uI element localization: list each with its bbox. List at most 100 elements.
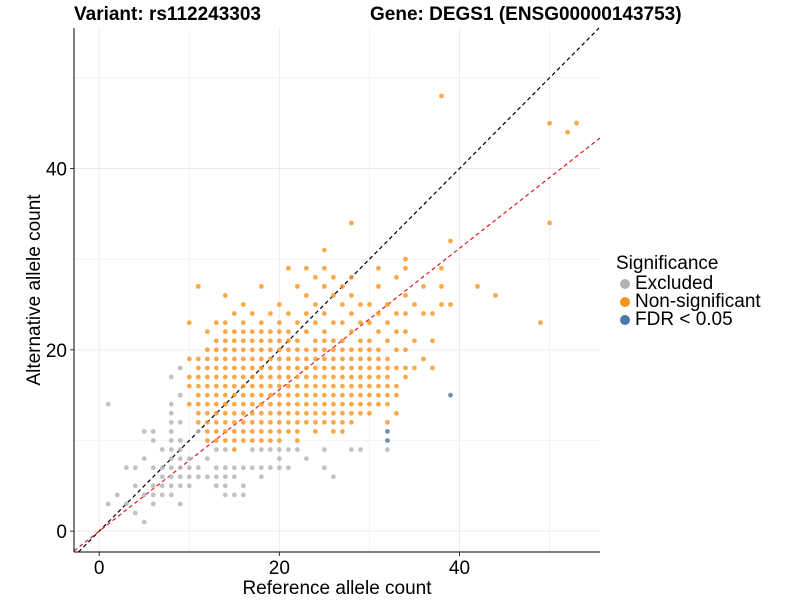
point-non-significant	[340, 356, 345, 362]
point-non-significant	[294, 410, 300, 416]
point-non-significant	[231, 383, 237, 389]
point-non-significant	[294, 347, 300, 353]
point-excluded	[132, 483, 138, 489]
point-non-significant	[303, 374, 309, 380]
point-non-significant	[276, 410, 282, 416]
point-excluded	[159, 474, 165, 480]
point-non-significant	[222, 419, 228, 425]
point-excluded	[177, 392, 183, 398]
point-excluded	[294, 447, 300, 452]
point-excluded	[258, 465, 264, 471]
point-excluded	[150, 429, 156, 434]
point-non-significant	[394, 365, 399, 371]
point-non-significant	[276, 419, 282, 425]
point-non-significant	[285, 356, 291, 362]
point-excluded	[330, 474, 336, 480]
point-non-significant	[303, 392, 309, 398]
point-non-significant	[303, 311, 309, 316]
grid	[74, 28, 600, 552]
point-non-significant	[303, 329, 309, 335]
point-non-significant	[258, 329, 264, 335]
point-non-significant	[294, 283, 300, 289]
point-non-significant	[330, 401, 336, 407]
point-non-significant	[267, 429, 273, 434]
point-non-significant	[195, 283, 201, 289]
point-non-significant	[258, 374, 264, 380]
point-non-significant	[258, 438, 264, 443]
point-non-significant	[285, 392, 291, 398]
point-non-significant	[367, 392, 372, 398]
point-non-significant	[321, 247, 327, 253]
point-non-significant	[403, 347, 408, 353]
point-non-significant	[321, 410, 327, 416]
point-excluded	[150, 465, 156, 471]
point-non-significant	[249, 383, 255, 389]
point-non-significant	[340, 365, 345, 371]
point-non-significant	[430, 338, 435, 344]
point-non-significant	[231, 429, 237, 434]
point-excluded	[240, 483, 246, 489]
point-excluded	[222, 474, 228, 480]
point-non-significant	[267, 311, 273, 316]
point-excluded	[240, 465, 246, 471]
point-non-significant	[340, 383, 345, 389]
point-non-significant	[376, 347, 381, 353]
point-non-significant	[258, 419, 264, 425]
point-excluded	[168, 465, 174, 471]
point-excluded	[285, 447, 291, 452]
point-non-significant	[358, 374, 363, 380]
point-non-significant	[249, 347, 255, 353]
point-non-significant	[204, 429, 210, 434]
legend-label-fdr: FDR < 0.05	[635, 309, 733, 330]
point-non-significant	[421, 283, 426, 289]
point-non-significant	[385, 302, 390, 307]
point-non-significant	[222, 338, 228, 344]
point-excluded	[159, 465, 165, 471]
point-non-significant	[330, 338, 336, 344]
point-non-significant	[258, 383, 264, 389]
point-non-significant	[186, 401, 192, 407]
point-non-significant	[385, 338, 390, 344]
point-non-significant	[276, 338, 282, 344]
point-excluded	[141, 519, 147, 525]
point-non-significant	[213, 419, 219, 425]
point-non-significant	[285, 401, 291, 407]
point-non-significant	[231, 419, 237, 425]
legend-item-excluded: Excluded	[616, 273, 761, 294]
point-non-significant	[186, 320, 192, 326]
point-excluded	[168, 410, 174, 416]
point-excluded	[222, 483, 228, 489]
point-excluded	[240, 492, 246, 498]
point-non-significant	[330, 356, 336, 362]
point-non-significant	[340, 302, 345, 307]
point-excluded	[141, 492, 147, 498]
x-tick-label: 20	[269, 558, 290, 579]
point-non-significant	[394, 274, 399, 280]
point-non-significant	[358, 392, 363, 398]
point-non-significant	[321, 365, 327, 371]
point-non-significant	[222, 293, 228, 298]
point-non-significant	[240, 401, 246, 407]
point-excluded	[168, 419, 174, 425]
point-non-significant	[276, 374, 282, 380]
point-non-significant	[267, 410, 273, 416]
point-non-significant	[376, 374, 381, 380]
point-non-significant	[430, 365, 435, 371]
point-non-significant	[249, 374, 255, 380]
point-excluded	[321, 465, 327, 471]
point-non-significant	[267, 329, 273, 335]
point-excluded	[231, 492, 237, 498]
point-non-significant	[358, 320, 363, 326]
point-non-significant	[367, 302, 372, 307]
point-non-significant	[403, 329, 408, 335]
point-non-significant	[376, 392, 381, 398]
point-excluded	[249, 447, 255, 452]
point-non-significant	[303, 347, 309, 353]
point-non-significant	[358, 338, 363, 344]
point-non-significant	[204, 410, 210, 416]
point-excluded	[349, 447, 354, 452]
legend-key-fdr	[620, 315, 630, 325]
point-excluded	[168, 429, 174, 434]
point-non-significant	[285, 365, 291, 371]
